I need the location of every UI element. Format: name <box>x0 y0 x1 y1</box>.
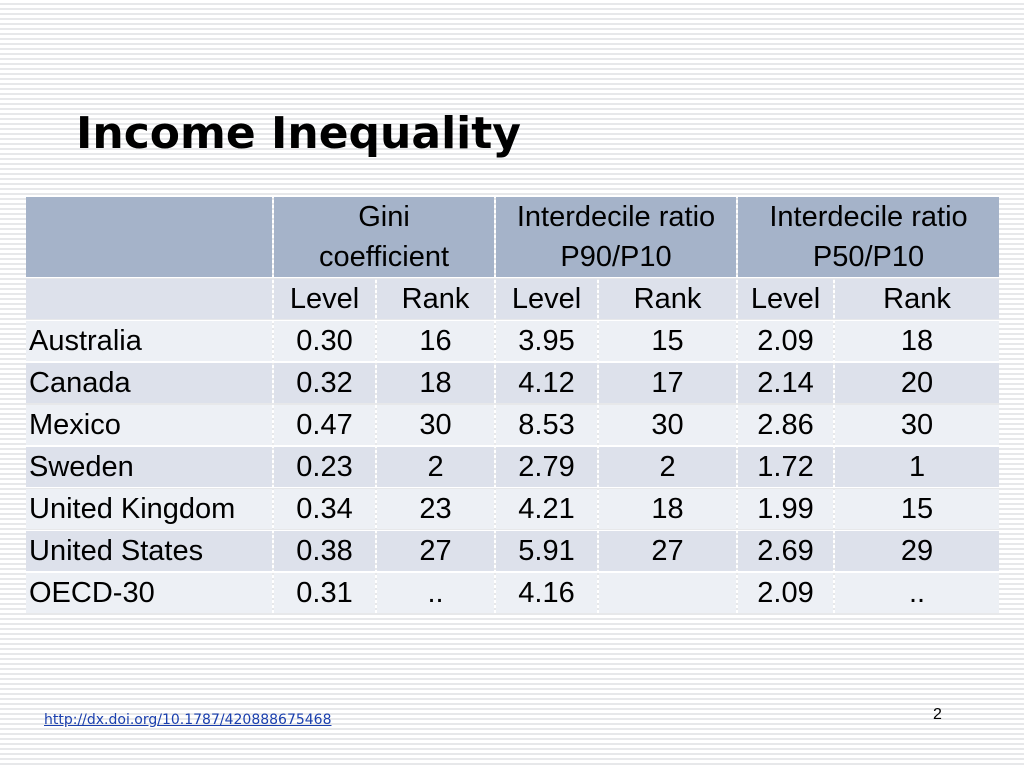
gini-rank-cell: 18 <box>377 363 495 403</box>
sub-header-blank <box>26 279 272 319</box>
table-row-united-kingdom: United Kingdom 0.34 23 4.21 18 1.99 15 <box>26 489 1000 529</box>
country-cell: Australia <box>26 321 272 361</box>
p50-level-header: Level <box>738 279 834 319</box>
p50-level-cell: 2.14 <box>738 363 834 403</box>
gini-level-header: Level <box>274 279 375 319</box>
page-number: 2 <box>933 706 942 723</box>
p90-rank-cell: 30 <box>599 405 737 445</box>
group-header-row: Gini coefficient Interdecile ratio P90/P… <box>26 197 1000 277</box>
gini-level-cell: 0.31 <box>274 573 375 613</box>
gini-level-cell: 0.23 <box>274 447 375 487</box>
p50-rank-header: Rank <box>835 279 1000 319</box>
p50-rank-cell: 1 <box>835 447 1000 487</box>
gini-rank-header: Rank <box>377 279 495 319</box>
p90-rank-cell: 18 <box>599 489 737 529</box>
p50-level-cell: 1.72 <box>738 447 834 487</box>
p90-level-cell: 3.95 <box>496 321 598 361</box>
p50-rank-cell: 30 <box>835 405 1000 445</box>
gini-rank-cell: 23 <box>377 489 495 529</box>
p50-rank-cell: 20 <box>835 363 1000 403</box>
p50-level-cell: 2.69 <box>738 531 834 571</box>
gini-level-cell: 0.47 <box>274 405 375 445</box>
p50-p10-header-line1: Interdecile ratio <box>769 201 968 233</box>
p90-rank-cell: 15 <box>599 321 737 361</box>
gini-rank-cell: 27 <box>377 531 495 571</box>
country-cell: Canada <box>26 363 272 403</box>
p90-level-cell: 4.12 <box>496 363 598 403</box>
gini-rank-cell: 16 <box>377 321 495 361</box>
p90-rank-cell <box>599 573 737 613</box>
p50-level-cell: 1.99 <box>738 489 834 529</box>
p90-rank-cell: 17 <box>599 363 737 403</box>
p50-p10-header-line2: P50/P10 <box>812 241 925 273</box>
p90-rank-header: Rank <box>599 279 737 319</box>
table-row-canada: Canada 0.32 18 4.12 17 2.14 20 <box>26 363 1000 403</box>
p90-rank-cell: 27 <box>599 531 737 571</box>
gini-rank-cell: 2 <box>377 447 495 487</box>
p50-rank-cell: 18 <box>835 321 1000 361</box>
gini-level-cell: 0.30 <box>274 321 375 361</box>
sub-header-row: Level Rank Level Rank Level Rank <box>26 279 1000 319</box>
table-row-sweden: Sweden 0.23 2 2.79 2 1.72 1 <box>26 447 1000 487</box>
p50-level-cell: 2.86 <box>738 405 834 445</box>
p90-p10-header-line1: Interdecile ratio <box>516 201 716 233</box>
gini-header-line1: Gini <box>358 201 410 233</box>
slide-title: Income Inequality <box>76 108 521 159</box>
country-cell: United Kingdom <box>26 489 272 529</box>
country-cell: United States <box>26 531 272 571</box>
table-row-mexico: Mexico 0.47 30 8.53 30 2.86 30 <box>26 405 1000 445</box>
inequality-table: Gini coefficient Interdecile ratio P90/P… <box>24 195 1001 615</box>
source-link[interactable]: http://dx.doi.org/10.1787/420888675468 <box>44 712 332 728</box>
p90-level-cell: 4.16 <box>496 573 598 613</box>
p90-level-cell: 5.91 <box>496 531 598 571</box>
table-row-australia: Australia 0.30 16 3.95 15 2.09 18 <box>26 321 1000 361</box>
corner-header-cell <box>26 197 272 277</box>
country-cell: OECD-30 <box>26 573 272 613</box>
p90-level-header: Level <box>496 279 598 319</box>
p90-level-cell: 4.21 <box>496 489 598 529</box>
gini-level-cell: 0.32 <box>274 363 375 403</box>
p50-rank-cell: 15 <box>835 489 1000 529</box>
p90-level-cell: 2.79 <box>496 447 598 487</box>
country-cell: Mexico <box>26 405 272 445</box>
table-row-oecd-30: OECD-30 0.31 .. 4.16 2.09 .. <box>26 573 1000 613</box>
p90-p10-header-line2: P90/P10 <box>560 241 672 273</box>
p50-level-cell: 2.09 <box>738 573 834 613</box>
p50-rank-cell: .. <box>835 573 1000 613</box>
p90-level-cell: 8.53 <box>496 405 598 445</box>
p50-rank-cell: 29 <box>835 531 1000 571</box>
gini-header: Gini coefficient <box>274 197 495 277</box>
p50-level-cell: 2.09 <box>738 321 834 361</box>
gini-rank-cell: 30 <box>377 405 495 445</box>
gini-level-cell: 0.38 <box>274 531 375 571</box>
country-cell: Sweden <box>26 447 272 487</box>
gini-level-cell: 0.34 <box>274 489 375 529</box>
p90-rank-cell: 2 <box>599 447 737 487</box>
table-row-united-states: United States 0.38 27 5.91 27 2.69 29 <box>26 531 1000 571</box>
gini-rank-cell: .. <box>377 573 495 613</box>
p50-p10-header: Interdecile ratio P50/P10 <box>738 197 1000 277</box>
p90-p10-header: Interdecile ratio P90/P10 <box>496 197 737 277</box>
gini-header-line2: coefficient <box>318 241 450 273</box>
